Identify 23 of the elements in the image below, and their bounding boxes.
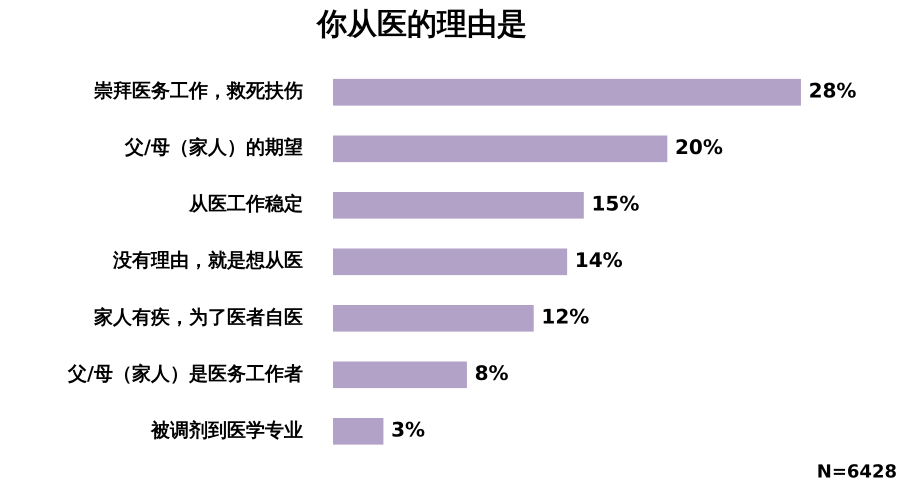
data-label: 20% xyxy=(675,134,723,159)
data-label: 3% xyxy=(391,418,426,442)
bar xyxy=(333,78,801,106)
data-label: 8% xyxy=(474,361,509,386)
y-tick-label: 没有理由，就是想从医 xyxy=(112,250,303,272)
y-tick-label: 崇拜医务工作，救死扶伤 xyxy=(93,80,303,102)
bar xyxy=(333,248,568,276)
y-tick-label: 父/母（家人）是医务工作者 xyxy=(67,362,303,385)
y-tick-label: 被调剂到医学专业 xyxy=(150,419,303,442)
bar xyxy=(333,135,668,162)
chart-title: 你从医的理由是 xyxy=(315,6,527,42)
bar xyxy=(333,192,584,219)
y-tick-label: 从医工作稳定 xyxy=(188,193,303,216)
bar xyxy=(333,304,534,332)
bar xyxy=(333,418,384,445)
data-label: 14% xyxy=(574,248,623,272)
text: N=6428 xyxy=(816,462,897,483)
data-label: 15% xyxy=(592,191,640,216)
y-tick-label: 父/母（家人）的期望 xyxy=(124,136,303,159)
data-label: 12% xyxy=(541,304,590,329)
bar xyxy=(333,362,467,388)
y-tick-label: 家人有疾，为了医者自医 xyxy=(93,306,303,328)
data-label: 28% xyxy=(808,78,856,102)
